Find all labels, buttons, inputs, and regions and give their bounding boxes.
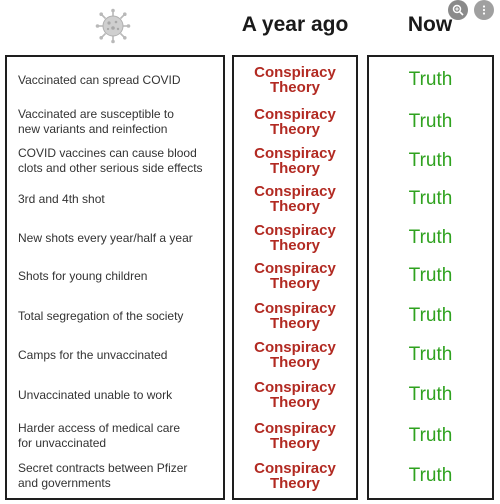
claim-text: Harder access of medical care for unvacci… xyxy=(18,421,180,451)
claim-text: Vaccinated are susceptible to new variant… xyxy=(18,107,174,137)
truth-label: Truth xyxy=(408,265,453,286)
truth-label: Truth xyxy=(408,465,453,486)
claim-line-1: Harder access of medical care xyxy=(18,421,181,435)
more-options-icon[interactable] xyxy=(474,0,494,20)
claim-label: Total segregation of the society xyxy=(18,298,218,334)
claim-label: Vaccinated are susceptible to new variant… xyxy=(18,104,218,140)
claim-label: Camps for the unvaccinated xyxy=(18,337,218,373)
column-header-now: Now xyxy=(407,13,453,36)
claim-line-1: Vaccinated can spread COVID xyxy=(18,72,181,87)
claim-line-1: Unvaccinated unable to work xyxy=(18,387,173,402)
claim-text: COVID vaccines can cause blood clots and … xyxy=(18,146,203,176)
theory-word: Theory xyxy=(269,394,320,411)
claim-text: 3rd and 4th shot xyxy=(18,192,105,207)
claims-column-box xyxy=(5,55,225,500)
claim-text: Camps for the unvaccinated xyxy=(18,348,167,363)
conspiracy-theory-label: Conspiracy Theory xyxy=(234,258,356,294)
theory-word: Theory xyxy=(269,475,320,492)
truth-label: Truth xyxy=(408,227,453,248)
conspiracy-word: Conspiracy xyxy=(254,183,336,200)
claim-line-2: and governments xyxy=(18,476,111,490)
claim-line-2: new variants and reinfection xyxy=(18,122,168,136)
conspiracy-word: Conspiracy xyxy=(254,106,336,123)
theory-word: Theory xyxy=(269,435,320,452)
conspiracy-word: Conspiracy xyxy=(254,460,336,477)
claim-line-1: 3rd and 4th shot xyxy=(18,191,105,206)
conspiracy-word: Conspiracy xyxy=(254,300,336,317)
claim-text: New shots every year/half a year xyxy=(18,231,193,246)
conspiracy-theory-label: Conspiracy Theory xyxy=(234,418,356,454)
claim-label: Harder access of medical care for unvacci… xyxy=(18,418,218,454)
claim-text: Vaccinated can spread COVID xyxy=(18,73,181,88)
conspiracy-theory-label: Conspiracy Theory xyxy=(234,458,356,494)
claim-text: Shots for young children xyxy=(18,269,147,284)
truth-label: Truth xyxy=(408,384,453,405)
truth-label: Truth xyxy=(408,425,453,446)
conspiracy-word: Conspiracy xyxy=(254,420,336,437)
truth-label: Truth xyxy=(408,111,453,132)
claim-line-1: COVID vaccines can cause blood xyxy=(18,146,197,160)
virus-icon xyxy=(95,8,131,44)
claim-label: Unvaccinated unable to work xyxy=(18,377,218,413)
conspiracy-word: Conspiracy xyxy=(254,145,336,162)
column-header-a-year-ago: A year ago xyxy=(241,13,349,36)
claim-label: Vaccinated can spread COVID xyxy=(18,62,218,98)
conspiracy-theory-label: Conspiracy Theory xyxy=(234,220,356,256)
claim-line-1: Camps for the unvaccinated xyxy=(18,347,168,362)
conspiracy-theory-label: Conspiracy Theory xyxy=(234,181,356,217)
now-column-box xyxy=(367,55,494,500)
conspiracy-theory-label: Conspiracy Theory xyxy=(234,62,356,98)
theory-word: Theory xyxy=(269,315,320,332)
theory-word: Theory xyxy=(269,160,320,177)
claim-line-1: Shots for young children xyxy=(18,268,148,283)
claim-text: Total segregation of the society xyxy=(18,309,183,324)
claim-label: Secret contracts between Pfizer and gover… xyxy=(18,458,218,494)
claim-line-1: Total segregation of the society xyxy=(18,308,184,323)
conspiracy-word: Conspiracy xyxy=(254,260,336,277)
claim-label: COVID vaccines can cause blood clots and … xyxy=(18,143,218,179)
truth-label: Truth xyxy=(408,305,453,326)
claim-label: Shots for young children xyxy=(18,258,218,294)
conspiracy-word: Conspiracy xyxy=(254,64,336,81)
conspiracy-theory-label: Conspiracy Theory xyxy=(234,143,356,179)
claim-text: Unvaccinated unable to work xyxy=(18,388,172,403)
truth-label: Truth xyxy=(408,69,453,90)
theory-word: Theory xyxy=(269,237,320,254)
conspiracy-theory-label: Conspiracy Theory xyxy=(234,337,356,373)
conspiracy-theory-label: Conspiracy Theory xyxy=(234,104,356,140)
conspiracy-theory-label: Conspiracy Theory xyxy=(234,377,356,413)
claim-line-2: for unvaccinated xyxy=(18,436,107,450)
claim-line-1: New shots every year/half a year xyxy=(18,230,193,245)
claim-label: 3rd and 4th shot xyxy=(18,181,218,217)
claim-label: New shots every year/half a year xyxy=(18,220,218,256)
zoom-in-icon[interactable] xyxy=(448,0,468,20)
claim-text: Secret contracts between Pfizer and gover… xyxy=(18,461,187,491)
theory-word: Theory xyxy=(269,275,320,292)
theory-word: Theory xyxy=(269,354,320,371)
theory-word: Theory xyxy=(269,198,320,215)
conspiracy-word: Conspiracy xyxy=(254,379,336,396)
claim-line-1: Secret contracts between Pfizer xyxy=(18,461,188,475)
claim-line-2: clots and other serious side effects xyxy=(18,161,203,175)
conspiracy-theory-label: Conspiracy Theory xyxy=(234,298,356,334)
truth-label: Truth xyxy=(408,344,453,365)
theory-word: Theory xyxy=(269,121,320,138)
truth-label: Truth xyxy=(408,150,453,171)
year-ago-column-box xyxy=(232,55,358,500)
claim-line-1: Vaccinated are susceptible to xyxy=(18,107,174,121)
conspiracy-word: Conspiracy xyxy=(254,339,336,356)
theory-word: Theory xyxy=(269,79,320,96)
conspiracy-word: Conspiracy xyxy=(254,222,336,239)
truth-label: Truth xyxy=(408,188,453,209)
